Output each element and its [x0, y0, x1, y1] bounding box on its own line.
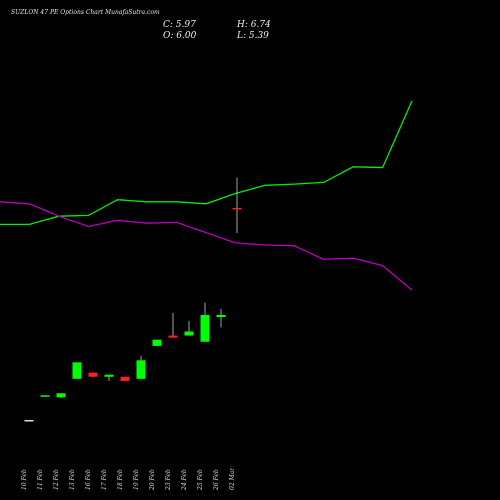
candle [152, 339, 162, 346]
x-tick-label: 02 Mar [229, 467, 236, 490]
candle [136, 356, 146, 379]
x-tick-label: 12 Feb [53, 469, 60, 490]
candle [120, 376, 130, 381]
candle [184, 321, 194, 336]
candle-body-down [88, 372, 98, 377]
x-axis-labels: 10 Feb 11 Feb 12 Feb 13 Feb 16 Feb 17 Feb 18 F… [21, 467, 236, 491]
candle [72, 362, 82, 379]
candle [24, 420, 34, 422]
x-tick-label: 26 Feb [213, 469, 220, 491]
x-tick-label: 19 Feb [133, 469, 140, 490]
candle-body-up [184, 331, 194, 336]
indicator-lines [0, 100, 413, 291]
candle [56, 393, 66, 399]
candle-body-up [72, 362, 82, 379]
x-tick-label: 10 Feb [21, 469, 28, 490]
candle-body-up [56, 393, 66, 398]
candle-body-up [152, 339, 162, 346]
low-value: L: 5.39 [237, 31, 269, 41]
candle [40, 395, 50, 397]
open-value: O: 6.00 [163, 31, 197, 41]
x-tick-label: 24 Feb [181, 469, 188, 491]
candle-body-up [40, 395, 50, 397]
close-value: C: 5.97 [163, 20, 196, 30]
candle-body-down [232, 207, 242, 210]
candle-body-down [120, 376, 130, 381]
candle-body-up [24, 420, 34, 422]
candle [88, 372, 98, 377]
x-tick-label: 23 Feb [165, 469, 172, 491]
candle [104, 374, 114, 381]
x-tick-label: 13 Feb [69, 469, 76, 490]
chart-title: SUZLON 47 PE Options Chart MunafaSutra.c… [11, 9, 160, 16]
purple-line [0, 201, 413, 291]
x-tick-label: 20 Feb [149, 469, 156, 491]
green-line [0, 100, 413, 226]
x-tick-label: 17 Feb [101, 469, 108, 490]
high-value: H: 6.74 [237, 20, 271, 30]
candle [232, 177, 242, 234]
x-tick-label: 11 Feb [37, 469, 44, 490]
candle [216, 308, 226, 328]
candle [168, 312, 178, 338]
x-tick-label: 25 Feb [197, 469, 204, 491]
candle-body-up [216, 315, 226, 318]
candle-body-up [136, 360, 146, 379]
candle-body-up [200, 315, 210, 342]
candle-body-down [168, 335, 178, 338]
candle [200, 302, 210, 342]
ohlc-left: C: 5.97 O: 6.00 [163, 20, 196, 42]
candles [24, 177, 242, 422]
x-tick-label: 18 Feb [117, 469, 124, 490]
ohlc-right: H: 6.74 L: 5.39 [237, 20, 271, 42]
x-tick-label: 16 Feb [85, 469, 92, 490]
candle-body-up [104, 374, 114, 377]
